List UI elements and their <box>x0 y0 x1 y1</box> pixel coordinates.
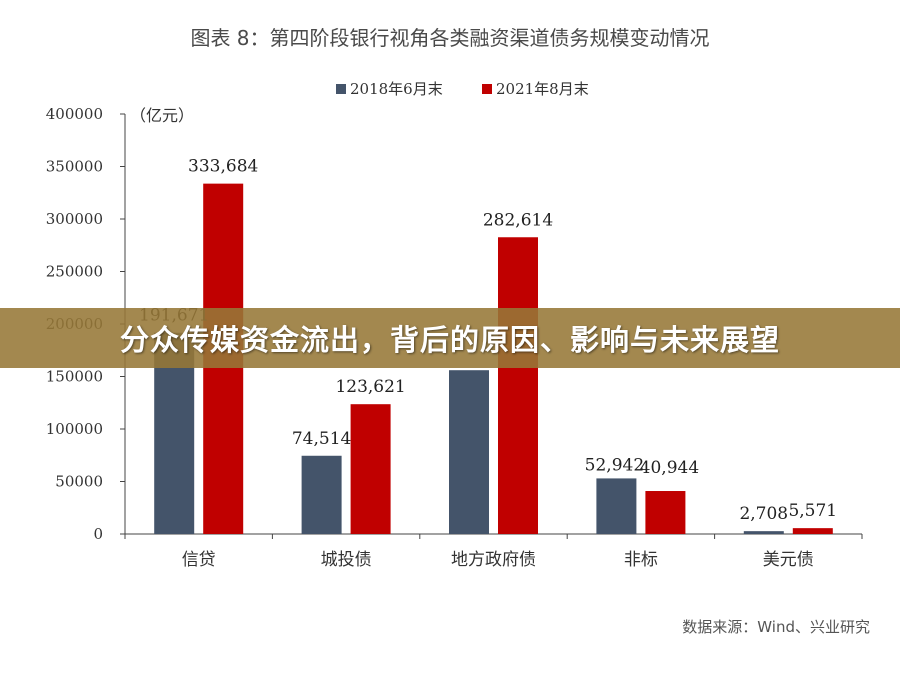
legend-item: 2021年8月末 <box>482 80 589 98</box>
y-tick-label: 50000 <box>55 473 103 491</box>
data-label: 2,708 <box>739 504 788 524</box>
x-tick-label: 非标 <box>624 550 658 570</box>
data-label: 40,944 <box>640 458 699 478</box>
x-tick-label: 城投债 <box>321 550 372 570</box>
data-label: 123,621 <box>335 377 405 397</box>
bar <box>350 404 391 534</box>
data-label: 333,684 <box>188 157 258 177</box>
overlay-banner: 分众传媒资金流出，背后的原因、影响与未来展望 <box>0 308 900 368</box>
legend-item: 2018年6月末 <box>336 80 443 98</box>
y-tick-label: 100000 <box>46 420 103 438</box>
data-label: 282,614 <box>483 210 553 230</box>
bar <box>449 370 489 534</box>
legend-swatch <box>482 84 492 94</box>
bar <box>596 478 637 534</box>
data-label: 74,514 <box>292 429 351 449</box>
y-tick-label: 300000 <box>46 210 103 228</box>
y-tick-label: 400000 <box>46 105 103 123</box>
y-tick-label: 350000 <box>46 158 103 176</box>
y-tick-label: 150000 <box>46 368 103 386</box>
legend-label: 2021年8月末 <box>496 80 589 98</box>
y-axis-unit-label: （亿元） <box>130 106 194 125</box>
y-tick-label: 250000 <box>46 263 103 281</box>
data-label: 52,942 <box>585 455 644 475</box>
legend-label: 2018年6月末 <box>350 80 443 98</box>
legend: 2018年6月末 2021年8月末 <box>336 80 589 98</box>
x-tick-label: 信贷 <box>182 550 216 570</box>
bar <box>498 237 538 534</box>
bar <box>743 531 784 534</box>
bar <box>792 528 833 534</box>
y-tick-label: 0 <box>93 525 103 543</box>
x-axis: 信贷 城投债 地方政府债 非标 美元债 <box>124 533 863 570</box>
banner-text: 分众传媒资金流出，背后的原因、影响与未来展望 <box>119 323 780 357</box>
data-label: 5,571 <box>788 501 837 521</box>
bar <box>645 491 686 534</box>
bar <box>301 455 342 534</box>
source-note: 数据来源：Wind、兴业研究 <box>682 618 870 636</box>
x-tick-label: 地方政府债 <box>451 550 536 570</box>
legend-swatch <box>336 84 346 94</box>
x-tick-label: 美元债 <box>763 550 814 570</box>
chart-title: 图表 8：第四阶段银行视角各类融资渠道债务规模变动情况 <box>190 26 709 50</box>
